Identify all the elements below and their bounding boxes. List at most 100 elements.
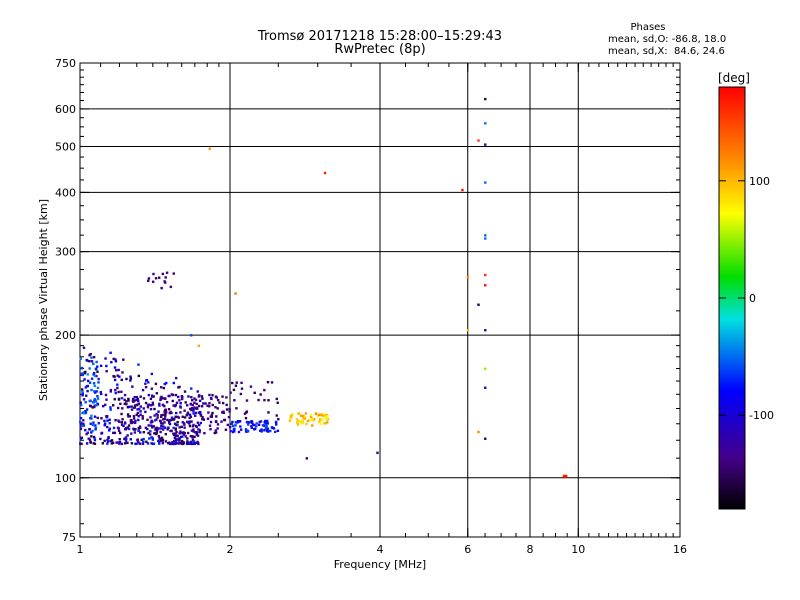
data-point [195,425,198,429]
data-point [156,416,159,419]
data-point [178,439,181,442]
data-point [169,419,172,422]
data-point [103,422,107,425]
data-point [94,428,97,431]
data-point [265,424,268,428]
data-point [214,429,217,432]
data-point [216,398,220,402]
data-point [80,366,84,370]
data-point [228,410,231,413]
data-point [144,426,148,430]
data-point [142,397,146,400]
data-point [244,428,248,431]
data-point [240,387,244,390]
data-point [178,426,181,429]
data-point [250,424,253,428]
data-point [228,425,232,429]
data-point [199,413,203,417]
data-point [129,375,132,378]
data-point [79,427,83,431]
data-point [120,442,124,446]
data-point [108,418,111,421]
data-point [185,420,189,424]
data-point [176,438,179,441]
data-point [90,431,93,434]
data-point [156,428,159,432]
data-point [190,440,193,444]
data-point [154,428,157,431]
data-point [170,411,173,415]
data-point [112,404,115,407]
data-point [250,421,254,424]
data-point [88,428,91,431]
data-point [192,409,195,413]
data-point [484,237,487,240]
data-point [198,394,201,397]
data-point [138,407,141,411]
data-point [144,401,148,405]
data-point [185,442,189,446]
data-point [153,432,156,435]
data-point [290,414,293,417]
data-point [208,147,211,150]
data-point [89,441,92,444]
data-point [106,438,109,442]
data-point [151,420,154,424]
data-point [235,407,238,410]
data-point [192,423,195,427]
data-point [154,277,158,280]
data-point [84,386,88,389]
data-point [124,439,128,442]
data-point [130,408,134,411]
data-point [160,395,163,399]
data-point [97,422,101,425]
data-point [130,405,133,408]
data-point [175,430,178,434]
data-point [190,406,194,410]
data-point [144,382,147,385]
x-tick-label: 8 [527,543,534,556]
data-point [186,440,189,443]
data-point [113,431,117,435]
data-point [187,395,190,398]
data-point [137,402,141,405]
data-point [127,397,130,401]
data-point [466,276,470,279]
data-point [129,379,132,382]
data-point [155,430,159,433]
data-point [146,404,150,407]
data-point [172,426,175,430]
data-point [326,415,329,418]
data-point [179,435,183,439]
data-point [161,439,164,442]
data-point [253,428,256,431]
data-point [119,402,122,406]
data-point [484,122,487,125]
y-tick-label: 500 [55,140,76,153]
data-point [126,441,129,445]
data-point [297,412,301,415]
data-point [201,416,204,419]
data-point [484,437,487,440]
data-point [176,415,179,419]
data-point [223,418,226,422]
data-point [215,415,218,418]
x-tick-label: 10 [571,543,585,556]
data-point [155,412,158,416]
data-point [163,404,166,408]
data-point [83,378,86,381]
data-point [233,427,236,431]
data-point [220,420,223,423]
data-point [218,401,221,404]
data-point [126,406,130,409]
data-point [189,402,193,406]
data-point [81,411,84,415]
data-point [175,411,178,415]
data-point [117,398,121,401]
data-point [484,234,487,237]
data-point [318,420,321,423]
data-point [91,423,95,427]
data-point [158,404,161,407]
data-point [198,430,201,434]
data-point [114,358,117,361]
